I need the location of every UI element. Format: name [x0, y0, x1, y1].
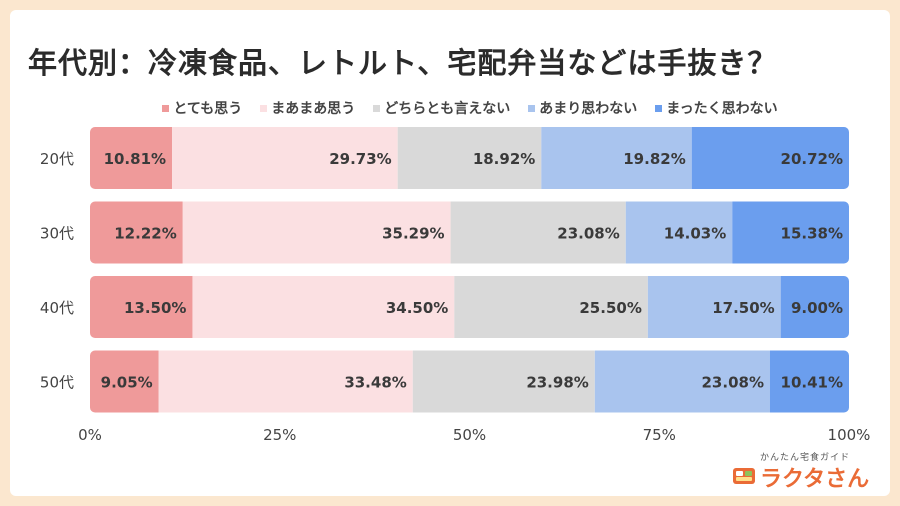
data-label: 23.08%	[557, 225, 619, 243]
logo-name: ラクタさん	[760, 467, 870, 492]
data-label: 23.98%	[526, 374, 588, 392]
bar-segment	[182, 201, 451, 264]
legend-label: あまり思わない	[539, 101, 638, 117]
data-label: 19.82%	[623, 150, 685, 168]
x-tick-label: 50%	[453, 426, 486, 444]
bar-segment	[625, 201, 733, 264]
data-label: 20.72%	[781, 150, 843, 168]
data-label: 35.29%	[382, 225, 444, 243]
bar-segment	[90, 350, 159, 413]
logo-tagline: かんたん宅食ガイド	[760, 453, 851, 463]
legend-label: まったく思わない	[666, 101, 778, 117]
data-label: 9.00%	[791, 299, 843, 317]
data-label: 12.22%	[114, 225, 176, 243]
legend-label: とても思う	[173, 101, 243, 117]
bar-segment	[780, 276, 849, 338]
legend-item: まあまあ思う	[260, 98, 355, 118]
data-label: 18.92%	[473, 150, 535, 168]
legend-item: どちらとも言えない	[373, 98, 510, 118]
data-label: 13.50%	[124, 299, 186, 317]
bar-segment	[647, 276, 781, 338]
bar-segment	[691, 127, 849, 189]
data-label: 25.50%	[579, 299, 641, 317]
bar-segment	[732, 201, 849, 264]
bar-row	[90, 201, 849, 264]
category-label: 40代	[40, 299, 74, 317]
bar-segment	[90, 127, 173, 189]
legend-label: どちらとも言えない	[384, 101, 511, 117]
data-label: 9.05%	[101, 374, 153, 392]
x-tick-label: 25%	[263, 426, 296, 444]
legend-label: まあまあ思う	[271, 101, 356, 117]
data-label: 15.38%	[781, 225, 843, 243]
data-label: 10.81%	[104, 150, 166, 168]
data-label: 23.08%	[702, 374, 764, 392]
legend-swatch	[655, 104, 663, 112]
bar-segment	[541, 127, 692, 189]
data-label: 33.48%	[344, 374, 406, 392]
bar-segment	[172, 127, 398, 189]
legend-item: とても思う	[162, 98, 242, 118]
data-label: 10.41%	[781, 374, 843, 392]
data-label: 14.03%	[664, 225, 726, 243]
category-label: 50代	[40, 374, 74, 392]
data-label: 17.50%	[712, 299, 774, 317]
bar-segment	[90, 201, 183, 264]
bar-segment	[158, 350, 413, 413]
bar-segment	[90, 276, 193, 338]
bar-segment	[397, 127, 542, 189]
bar-row	[90, 127, 849, 189]
bar-segment	[412, 350, 595, 413]
bento-icon	[733, 468, 755, 484]
data-label: 29.73%	[329, 150, 391, 168]
data-label: 34.50%	[386, 299, 448, 317]
bar-segment	[454, 276, 648, 338]
x-tick-label: 75%	[643, 426, 676, 444]
legend-swatch	[162, 104, 170, 112]
legend-swatch	[373, 104, 381, 112]
brand-logo: かんたん宅食ガイド ラクタさん	[732, 450, 882, 494]
bar-segment	[769, 350, 849, 413]
bar-segment	[192, 276, 455, 338]
chart-title: 年代別：冷凍食品、レトルト、宅配弁当などは手抜き？	[28, 46, 778, 80]
legend-swatch	[260, 104, 268, 112]
x-tick-label: 0%	[78, 426, 102, 444]
bar-segment	[450, 201, 626, 264]
category-label: 30代	[40, 225, 74, 243]
bar-row	[90, 350, 849, 413]
legend-item: あまり思わない	[528, 98, 637, 118]
x-tick-label: 100%	[828, 426, 871, 444]
bar-row	[90, 276, 849, 338]
legend-item: まったく思わない	[655, 98, 778, 118]
chart-legend: とても思う まあまあ思う どちらとも言えない あまり思わない まったく思わない	[90, 98, 850, 118]
category-label: 20代	[40, 150, 74, 168]
bar-segment	[594, 350, 770, 413]
legend-swatch	[528, 104, 536, 112]
